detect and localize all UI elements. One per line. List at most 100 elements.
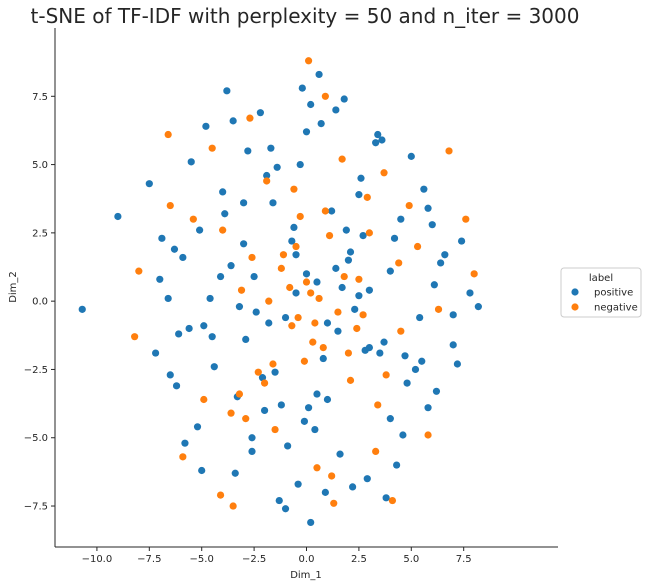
scatter-point [248, 447, 256, 455]
scatter-point [275, 496, 283, 505]
scatter-point [187, 158, 195, 166]
scatter-point [470, 270, 478, 278]
scatter-point [416, 313, 424, 322]
scatter-point [418, 357, 426, 365]
scatter-point [328, 207, 336, 215]
scatter-point [256, 109, 264, 117]
scatter-point [219, 188, 227, 196]
scatter-point [353, 324, 361, 333]
y-axis-label: Dim_2 [8, 271, 19, 303]
scatter-point [288, 322, 296, 330]
scatter-point [296, 212, 304, 221]
scatter-point [269, 360, 277, 368]
scatter-point [286, 283, 294, 292]
scatter-point [424, 204, 432, 212]
x-tick-label: −7.5 [137, 554, 161, 565]
y-tick-label: 0.0 [32, 297, 48, 308]
scatter-point [411, 365, 420, 374]
scatter-point [166, 201, 174, 210]
legend-items: positive negative [571, 288, 638, 314]
scatter-point [323, 395, 332, 404]
scatter-point [181, 439, 189, 447]
scatter-point [437, 259, 445, 267]
scatter-point [355, 292, 363, 300]
y-tick-label: 2.5 [32, 228, 48, 239]
legend-frame [560, 267, 642, 318]
legend: label positive negative [560, 267, 642, 318]
y-tick-label: −2.5 [24, 365, 48, 376]
scatter-point [164, 294, 172, 303]
scatter-point [355, 275, 363, 283]
scatter-point [313, 464, 321, 472]
scatter-point [208, 144, 216, 152]
scatter-point [457, 237, 466, 245]
scatter-point [319, 343, 327, 352]
scatter-point [200, 395, 208, 404]
scatter-point [382, 494, 390, 502]
scatter-point [227, 262, 235, 270]
scatter-point [281, 505, 290, 513]
scatter-point [365, 229, 373, 237]
legend-title: label [589, 273, 613, 284]
scatter-point [237, 286, 246, 294]
scatter-point [397, 327, 405, 335]
scatter-point [462, 215, 470, 223]
scatter-point [386, 415, 394, 423]
scatter-point [363, 475, 371, 483]
scatter-point [216, 272, 225, 281]
scatter-point [307, 100, 315, 109]
series-positive [78, 70, 482, 527]
scatter-point [321, 488, 329, 496]
scatter-point [378, 136, 386, 144]
scatter-point [229, 117, 237, 125]
scatter-point [432, 387, 441, 395]
scatter-point [300, 357, 309, 365]
x-tick-label: −10.0 [82, 554, 113, 565]
scatter-point [302, 270, 311, 278]
scatter-point [164, 130, 172, 139]
legend-marker [571, 303, 579, 311]
scatter-point [131, 333, 139, 341]
x-ticks: −10.0 −7.5 −5.0 −2.5 0.0 2.5 5.0 7.5 [82, 547, 472, 565]
scatter-point [78, 305, 86, 313]
legend-label: negative [594, 303, 638, 314]
scatter-point [317, 120, 325, 128]
scatter-point [193, 423, 202, 431]
scatter-point [359, 311, 367, 319]
scatter-point [340, 95, 348, 103]
scatter-point [292, 242, 300, 251]
scatter-point [420, 185, 428, 193]
scatter-point [338, 283, 346, 292]
scatter-point [304, 57, 313, 65]
scatter-point [313, 390, 321, 398]
scatter-point [340, 272, 348, 281]
scatter-point [273, 163, 281, 171]
scatter-point [250, 272, 258, 281]
scatter-point [252, 308, 260, 316]
scatter-point [449, 341, 457, 349]
legend-marker [571, 288, 579, 296]
scatter-point [434, 305, 443, 313]
scatter-point [332, 106, 340, 114]
scatter-point [397, 215, 405, 223]
scatter-point [441, 251, 449, 259]
y-tick-label: 7.5 [32, 92, 48, 103]
scatter-point [344, 256, 353, 264]
scatter-point [315, 70, 323, 79]
scatter-point [307, 518, 315, 527]
scatter-point [248, 434, 256, 442]
scatter-point [240, 240, 248, 248]
scatter-point [445, 147, 453, 155]
scatter-point [399, 431, 407, 439]
legend-label: positive [594, 288, 633, 299]
scatter-point [330, 499, 338, 507]
scatter-point [265, 297, 273, 305]
scatter-point [156, 275, 164, 283]
scatter-point [221, 210, 229, 218]
scatter-point [344, 349, 353, 357]
scatter-point [185, 324, 193, 333]
scatter-point [449, 311, 457, 319]
x-tick-label: −5.0 [190, 554, 214, 565]
scatter-point [235, 390, 244, 398]
scatter-point [284, 442, 292, 450]
